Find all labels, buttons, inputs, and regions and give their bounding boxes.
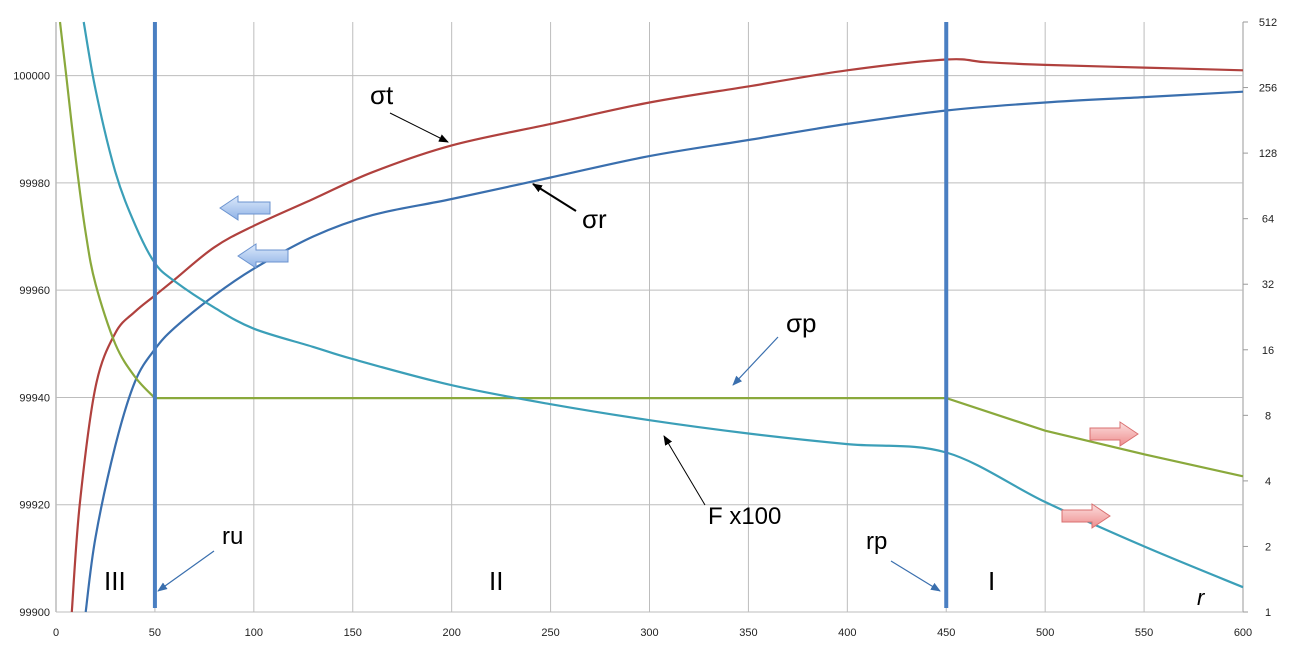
y-right-tick-label: 1 [1265, 607, 1271, 619]
left-axis-arrow-icon [219, 195, 271, 221]
region-label-ii: II [489, 566, 503, 596]
label-f-x100: F x100 [708, 503, 781, 530]
region-label-i: I [988, 566, 995, 596]
x-tick-label: 250 [541, 627, 559, 639]
series-line-f-x100 [82, 21, 1244, 589]
gridlines [55, 21, 1248, 613]
pointer-f-x100 [663, 435, 706, 506]
tick-labels: 0 50 100 150 200 250 300 350 400 450 500 550 600 9990… [13, 17, 1277, 639]
series-line-sigma-r [84, 90, 1244, 613]
x-tick-label: 100 [245, 627, 263, 639]
series-group [58, 21, 1244, 613]
region-label-iii: III [104, 566, 126, 596]
pointer-sigma-t [389, 112, 449, 143]
x-tick-label: 200 [442, 627, 460, 639]
x-axis-label: r [1197, 585, 1206, 610]
x-tick-label: 450 [937, 627, 955, 639]
right-axis-arrow-icon [1089, 421, 1139, 447]
pointer-ru [157, 550, 215, 592]
y-right-tick-label: 32 [1262, 279, 1274, 291]
y-right-tick-label: 8 [1265, 410, 1271, 422]
y-right-tick-label: 512 [1259, 17, 1277, 29]
y-left-tick-label: 99900 [19, 607, 50, 619]
x-tick-label: 600 [1234, 627, 1252, 639]
x-tick-label: 0 [53, 627, 59, 639]
pointer-rp [890, 560, 941, 592]
y-left-tick-label: 99920 [19, 500, 50, 512]
y-right-tick-label: 16 [1262, 345, 1274, 357]
y-left-tick-label: 99980 [19, 178, 50, 190]
pointer-sigma-r [532, 183, 577, 212]
y-right-tick-label: 256 [1259, 83, 1277, 95]
y-right-tick-label: 2 [1265, 541, 1271, 553]
x-tick-label: 400 [838, 627, 856, 639]
x-tick-label: 350 [739, 627, 757, 639]
left-axis-arrow-icon-2 [237, 243, 289, 269]
y-left-tick-label: 99960 [19, 285, 50, 297]
boundary-label-ru: ru [222, 523, 243, 550]
pointer-sigma-p [732, 336, 779, 386]
boundary-lines [152, 22, 949, 608]
x-tick-label: 550 [1135, 627, 1153, 639]
x-tick-label: 50 [149, 627, 161, 639]
y-right-tick-label: 4 [1265, 476, 1271, 488]
label-sigma-r: σr [582, 204, 607, 234]
x-tick-label: 150 [344, 627, 362, 639]
y-right-tick-label: 64 [1262, 214, 1274, 226]
label-sigma-t: σt [370, 80, 394, 110]
y-left-tick-label: 99940 [19, 392, 50, 404]
y-left-tick-label: 100000 [13, 71, 50, 83]
series-line-sigma-t [70, 58, 1244, 613]
series-line-sigma-p [58, 21, 1244, 478]
x-tick-label: 500 [1036, 627, 1054, 639]
y-right-tick-label: 128 [1259, 148, 1277, 160]
label-sigma-p: σp [786, 308, 817, 338]
right-axis-arrow-icon-2 [1061, 503, 1111, 529]
x-tick-label: 300 [640, 627, 658, 639]
boundary-label-rp: rp [866, 528, 887, 555]
